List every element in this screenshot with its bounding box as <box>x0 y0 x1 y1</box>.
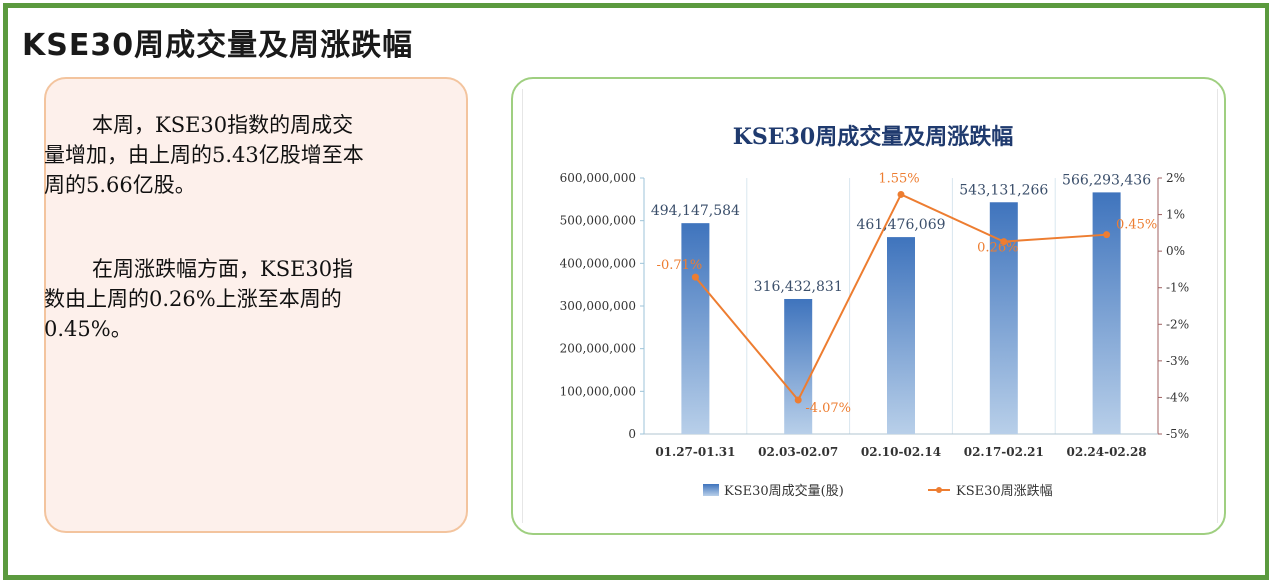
change-data-label: 0.26% <box>977 241 1018 256</box>
x-tick-label: 02.24-02.28 <box>1067 445 1147 459</box>
left-tick-label: 600,000,000 <box>560 171 636 185</box>
page-title: KSE30周成交量及周涨跌幅 <box>22 28 414 63</box>
change-data-label: -4.07% <box>805 401 851 416</box>
right-tick-label: 1% <box>1166 208 1185 222</box>
volume-data-label: 316,432,831 <box>754 279 843 295</box>
right-tick-label: -4% <box>1166 390 1189 404</box>
x-tick-label: 02.03-02.07 <box>758 445 838 459</box>
volume-bar <box>784 298 813 434</box>
change-data-label: 1.55% <box>878 171 919 186</box>
left-tick-label: 0 <box>628 427 636 441</box>
x-tick-label: 02.17-02.21 <box>964 445 1044 459</box>
volume-bar <box>887 237 915 434</box>
right-tick-label: -5% <box>1166 427 1189 441</box>
left-tick-label: 500,000,000 <box>560 214 636 228</box>
change-data-label: 0.45% <box>1116 218 1157 233</box>
volume-data-label: 494,147,584 <box>651 203 740 219</box>
left-tick-label: 100,000,000 <box>560 384 636 398</box>
x-tick-label: 02.10-02.14 <box>861 445 941 459</box>
volume-bar <box>681 223 710 434</box>
legend-bar-swatch <box>703 484 719 496</box>
right-tick-label: -1% <box>1166 281 1189 295</box>
right-tick-label: 0% <box>1166 244 1185 258</box>
change-point <box>1000 238 1008 246</box>
legend-line-label: KSE30周涨跌幅 <box>956 483 1053 499</box>
change-data-label: -0.71% <box>657 258 703 273</box>
x-tick-label: 01.27-01.31 <box>655 445 735 459</box>
change-point <box>794 396 802 404</box>
change-point <box>691 273 699 281</box>
legend-bar-label: KSE30周成交量(股) <box>724 483 844 499</box>
right-tick-label: -3% <box>1166 354 1189 368</box>
volume-data-label: 461,476,069 <box>856 217 945 233</box>
summary-paragraph-change: 在周涨跌幅方面，KSE30指数由上周的0.26%上涨至本周的0.45%。 <box>44 257 354 341</box>
summary-paragraph-volume: 本周，KSE30指数的周成交量增加，由上周的5.43亿股增至本周的5.66亿股。 <box>44 113 364 197</box>
change-point <box>897 190 905 198</box>
change-point <box>1103 231 1111 239</box>
summary-card <box>44 77 468 533</box>
legend-line-marker <box>936 487 942 493</box>
right-tick-label: 2% <box>1166 171 1185 185</box>
right-tick-label: -2% <box>1166 317 1189 331</box>
left-tick-label: 400,000,000 <box>560 256 636 270</box>
left-tick-label: 300,000,000 <box>560 299 636 313</box>
volume-data-label: 543,131,266 <box>959 182 1048 198</box>
chart-title: KSE30周成交量及周涨跌幅 <box>733 124 1013 150</box>
left-tick-label: 200,000,000 <box>560 342 636 356</box>
volume-data-label: 566,293,436 <box>1062 172 1151 188</box>
